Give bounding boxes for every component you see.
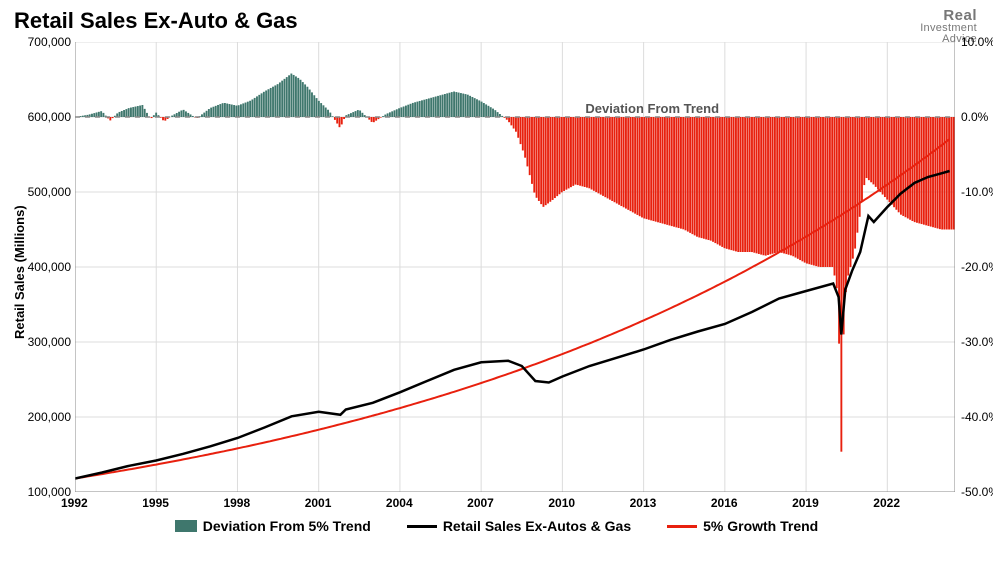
x-tick: 2022 [873,496,900,510]
y-left-tick: 200,000 [28,410,71,424]
legend-label: Retail Sales Ex-Autos & Gas [443,518,631,534]
legend-item: Retail Sales Ex-Autos & Gas [407,518,631,534]
y-right-tick: -40.0% [961,410,993,424]
y-left-tick: 600,000 [28,110,71,124]
x-tick: 2019 [792,496,819,510]
y-right-tick: 10.0% [961,35,993,49]
chart-title: Retail Sales Ex-Auto & Gas [14,8,298,34]
y-left-tick: 300,000 [28,335,71,349]
legend-swatch [407,525,437,528]
y-left-tick: 400,000 [28,260,71,274]
logo-line-1: Real [920,8,977,23]
x-tick: 2016 [711,496,738,510]
y-left-axis-label: Retail Sales (Millions) [12,205,27,339]
y-left-tick: 500,000 [28,185,71,199]
y-right-tick: -10.0% [961,185,993,199]
chart-plot [75,42,955,492]
legend-swatch [667,525,697,528]
x-tick: 2001 [305,496,332,510]
legend-label: Deviation From 5% Trend [203,518,371,534]
y-right-tick: -20.0% [961,260,993,274]
legend-item: 5% Growth Trend [667,518,818,534]
x-tick: 1992 [61,496,88,510]
y-right-tick: -50.0% [961,485,993,499]
x-tick: 2004 [386,496,413,510]
chart-legend: Deviation From 5% Trend Retail Sales Ex-A… [0,518,993,534]
x-tick: 1995 [142,496,169,510]
y-right-tick: 0.0% [961,110,988,124]
x-tick: 2010 [548,496,575,510]
x-tick: 1998 [223,496,250,510]
legend-label: 5% Growth Trend [703,518,818,534]
legend-item: Deviation From 5% Trend [175,518,371,534]
y-right-tick: -30.0% [961,335,993,349]
legend-swatch [175,520,197,532]
y-left-tick: 700,000 [28,35,71,49]
x-tick: 2007 [467,496,494,510]
x-tick: 2013 [630,496,657,510]
